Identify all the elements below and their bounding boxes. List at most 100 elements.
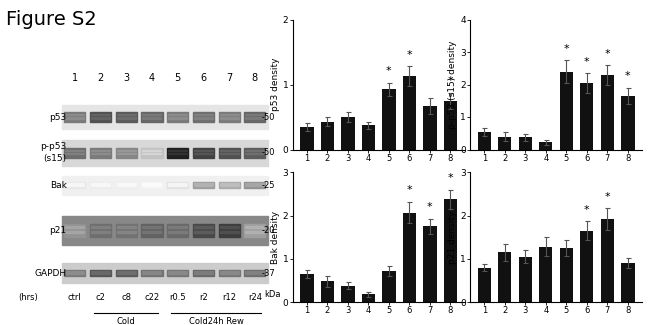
Text: *: * <box>604 192 610 202</box>
Bar <box>444 101 457 150</box>
Bar <box>116 112 136 122</box>
Bar <box>246 231 265 233</box>
Bar <box>91 153 110 154</box>
Bar <box>193 270 214 276</box>
Text: -50: -50 <box>262 148 275 157</box>
Text: (s15): (s15) <box>44 154 66 163</box>
Text: 1: 1 <box>72 73 78 83</box>
Bar <box>116 270 136 276</box>
Bar <box>246 271 265 272</box>
Bar <box>62 176 268 195</box>
Bar <box>117 273 136 274</box>
Text: r24: r24 <box>248 293 262 302</box>
Bar <box>117 227 136 228</box>
Text: Figure S2: Figure S2 <box>6 10 97 29</box>
Bar <box>194 271 213 272</box>
Bar <box>142 112 162 122</box>
Text: r12: r12 <box>222 293 236 302</box>
Text: 4: 4 <box>149 73 155 83</box>
Bar <box>64 270 85 276</box>
Bar <box>220 185 239 186</box>
Bar <box>220 153 239 154</box>
Bar <box>382 89 396 150</box>
Bar <box>65 227 84 228</box>
Bar <box>91 271 110 272</box>
Bar <box>65 231 84 233</box>
Bar <box>91 185 110 186</box>
Bar <box>142 150 161 151</box>
Bar <box>142 117 161 119</box>
Bar <box>194 114 213 115</box>
Text: c2: c2 <box>96 293 105 302</box>
Bar <box>444 199 457 302</box>
Bar <box>91 114 110 115</box>
Bar <box>601 219 614 302</box>
Bar <box>90 182 111 188</box>
Bar <box>142 183 161 184</box>
Bar <box>168 117 187 119</box>
Bar <box>621 96 634 150</box>
Bar <box>244 270 265 276</box>
Text: c22: c22 <box>144 293 159 302</box>
Bar <box>341 117 354 150</box>
Bar <box>64 224 85 237</box>
Bar <box>65 150 84 151</box>
Text: r0.5: r0.5 <box>170 293 186 302</box>
Bar <box>117 183 136 184</box>
Text: *: * <box>564 44 569 54</box>
Bar <box>142 227 161 228</box>
Text: (hrs): (hrs) <box>18 293 38 302</box>
Bar <box>193 112 214 122</box>
Bar <box>218 148 240 158</box>
Bar <box>403 213 416 302</box>
Text: GAPDH: GAPDH <box>34 268 66 278</box>
Text: 7: 7 <box>226 73 232 83</box>
Bar <box>62 105 268 129</box>
Bar <box>65 153 84 154</box>
Bar <box>193 148 214 158</box>
Text: -37: -37 <box>262 268 276 278</box>
Bar <box>65 271 84 272</box>
Text: p21: p21 <box>49 226 66 235</box>
Bar <box>194 117 213 119</box>
Bar <box>167 270 188 276</box>
Bar <box>361 294 375 302</box>
Y-axis label: p53 density: p53 density <box>271 58 280 111</box>
Bar <box>91 231 110 233</box>
Bar <box>116 182 136 188</box>
Bar <box>194 153 213 154</box>
Bar <box>62 140 268 166</box>
Bar <box>142 270 162 276</box>
Bar <box>167 148 188 158</box>
Bar <box>320 122 334 150</box>
Bar <box>142 182 162 188</box>
Bar <box>168 271 187 272</box>
Text: Cold24h Rew: Cold24h Rew <box>189 317 244 325</box>
Bar <box>142 231 161 233</box>
Y-axis label: Bak density: Bak density <box>271 211 280 264</box>
Bar <box>580 231 593 302</box>
Bar <box>246 117 265 119</box>
Bar <box>580 83 593 150</box>
Bar <box>220 271 239 272</box>
Text: kDa: kDa <box>265 290 281 299</box>
Text: *: * <box>406 50 412 60</box>
Bar <box>498 253 512 302</box>
Bar <box>423 106 437 150</box>
Bar <box>218 270 240 276</box>
Bar <box>194 231 213 233</box>
Bar <box>90 224 111 237</box>
Bar <box>519 257 532 302</box>
Bar <box>117 185 136 186</box>
Bar <box>539 247 552 302</box>
Bar <box>560 72 573 150</box>
Bar <box>167 112 188 122</box>
Bar <box>220 183 239 184</box>
Bar <box>90 270 111 276</box>
Bar <box>246 273 265 274</box>
Text: p-p53: p-p53 <box>40 142 66 151</box>
Bar <box>167 182 188 188</box>
Bar <box>194 185 213 186</box>
Bar <box>64 182 85 188</box>
Bar <box>65 183 84 184</box>
